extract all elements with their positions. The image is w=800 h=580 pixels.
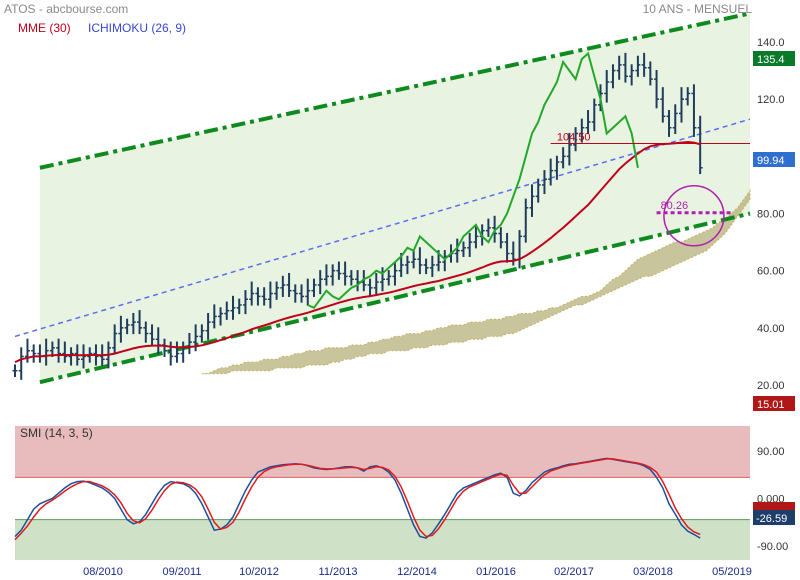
overbought-zone — [15, 426, 750, 478]
y-tick-label: 40.00 — [757, 323, 785, 335]
x-tick-label: 08/2010 — [83, 566, 123, 578]
ichimoku-cloud — [201, 189, 751, 375]
badge-stop: 15.01 — [753, 396, 795, 411]
x-axis: 08/2010 09/2011 10/2012 11/2013 12/2014 01/20… — [83, 566, 752, 578]
ichimoku-trend-line — [14, 118, 751, 338]
mme-level-label: 104.50 — [557, 131, 591, 143]
smi-badge-value: -26.59 — [753, 510, 795, 525]
x-tick-label: 05/2019 — [712, 566, 752, 578]
x-tick-label: 09/2011 — [163, 566, 202, 578]
smi-y-tick-label: 90.00 — [757, 446, 785, 458]
badge-upper-text: 135.4 — [757, 54, 785, 66]
chart-title: ATOS - abcbourse.com — [4, 2, 128, 16]
channel-fill — [39, 13, 750, 383]
channel-upper-line — [39, 11, 751, 170]
x-tick-label: 03/2018 — [633, 566, 673, 578]
y-tick-label: 140.0 — [757, 37, 785, 49]
price-panel: 104.50 80.26 — [12, 11, 751, 385]
smi-panel: SMI (14, 3, 5) 90.000.000-90.00 -26.59 — [14, 426, 795, 560]
y-tick-label: 60.00 — [757, 266, 785, 278]
y-tick-label: 120.0 — [757, 94, 785, 106]
legend-ichimoku: ICHIMOKU (26, 9) — [88, 21, 186, 35]
period-label: 10 ANS - MENSUEL — [643, 2, 753, 16]
x-tick-label: 12/2014 — [397, 566, 437, 578]
smi-label: SMI (14, 3, 5) — [20, 426, 93, 440]
badge-stop-text: 15.01 — [757, 399, 785, 411]
smi-y-tick-label: -90.00 — [757, 541, 788, 553]
legend-mme: MME (30) — [18, 21, 71, 35]
x-tick-label: 11/2013 — [319, 566, 358, 578]
y-tick-label: 20.00 — [757, 380, 785, 392]
badge-upper: 135.4 — [753, 51, 795, 66]
candlestick-series — [12, 52, 703, 380]
smi-signal-line — [14, 458, 701, 541]
badge-last-price: 99.94 — [753, 152, 795, 167]
smi-value-text: -26.59 — [756, 513, 787, 525]
oversold-zone — [15, 519, 750, 560]
smi-badge-signal — [753, 502, 795, 512]
smi-y-axis: 90.000.000-90.00 — [757, 446, 788, 553]
y-tick-label: 80.00 — [757, 209, 785, 221]
x-tick-label: 02/2017 — [554, 566, 594, 578]
mme-line — [14, 140, 701, 364]
badge-last-price-text: 99.94 — [757, 155, 785, 167]
x-tick-label: 10/2012 — [239, 566, 279, 578]
target-circle — [663, 185, 725, 247]
x-tick-label: 01/2016 — [476, 566, 516, 578]
chikou-line — [307, 51, 639, 310]
